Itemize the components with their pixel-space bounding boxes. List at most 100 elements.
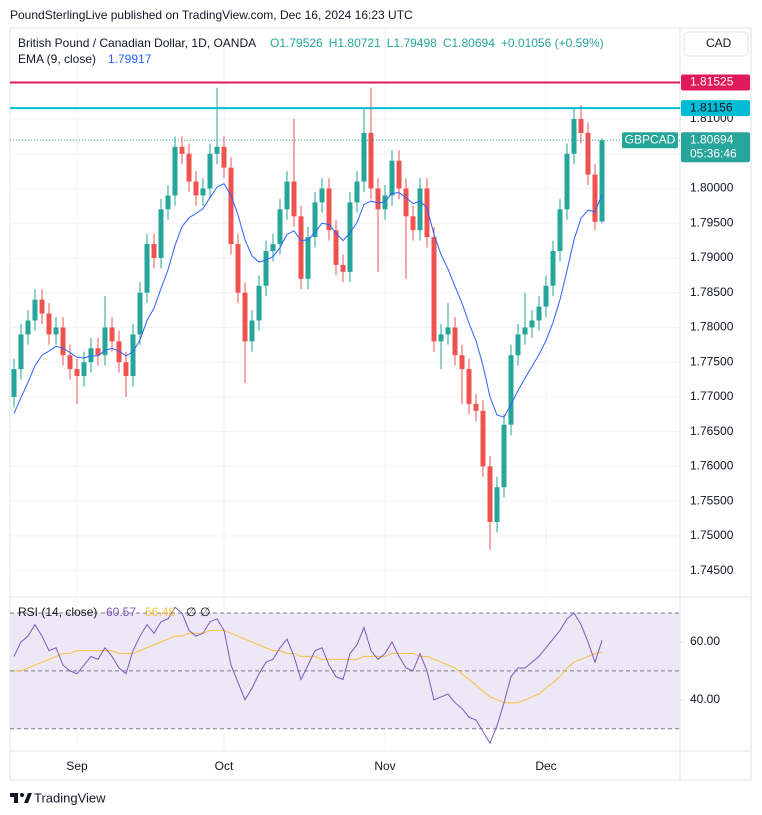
candle-body [18,334,24,370]
candle-body [333,230,339,265]
candle-body [242,292,248,342]
ohlc-value: L1.79498 [387,36,437,50]
candle-body [571,119,577,154]
candle-body [88,348,94,363]
candle-body [403,188,409,217]
price-label: 1.81156 [690,100,733,114]
ema-legend: EMA (9, close) [18,52,96,66]
x-tick-label: Sep [66,759,88,773]
candle-body [389,160,395,196]
candle-body [46,313,52,335]
ohlc-value: O1.79526 [270,36,323,50]
candle-body [396,160,402,189]
candle-body [550,251,556,286]
y-tick-label: 1.77500 [690,354,734,368]
candle-body [592,174,598,222]
candle-body [158,209,164,258]
marks: Sep Oct Nov Dec 1.74500 1.75000 1.75500 1.76000… [10,28,750,773]
candle-body [39,299,45,314]
y-tick-label: 1.78500 [690,285,734,299]
candle-body [536,306,542,321]
candle-body [186,153,192,182]
ohlc-value: H1.80721 [329,36,381,50]
currency[interactable]: CAD [706,36,732,50]
y-tick-label: 1.79000 [690,250,734,264]
candle-body [319,188,325,203]
rsi-value: 60.57 [106,605,136,619]
ema-value: 1.79917 [108,52,152,66]
candle-body [347,202,353,272]
countdown: 05:36:46 [690,146,737,160]
candle-body [172,146,178,196]
symbol-tag: GBPCAD [625,132,676,146]
candle-body [452,327,458,356]
candle-body [529,320,535,328]
y-tick-label: 1.75000 [690,528,734,542]
candle-body [221,146,227,168]
candle-body [305,237,311,279]
candle-body [361,132,367,182]
candle-body [102,327,108,356]
candle-body [123,362,129,377]
candle-body [263,251,269,286]
rsi-line [13,606,603,745]
candle-body [501,424,507,488]
candle-body [270,244,276,252]
y-tick-label: 1.78000 [690,320,734,334]
rsi-ma-value: 56.48 [145,605,175,619]
candle-body [564,153,570,210]
symbol-tag-box [622,132,678,149]
last-price-box [681,132,750,163]
candle-body [445,327,451,335]
change: +0.01056 (+0.59%) [501,36,604,50]
candle-body [179,146,185,154]
candle-body [417,188,423,231]
candle-body [368,132,374,189]
candle-body [214,146,220,154]
legend-extra: ∅ [200,605,210,619]
y-tick-label: 1.76000 [690,459,734,473]
candle-body [109,327,115,342]
candle-body [81,362,87,377]
price-label-box [681,100,750,117]
candle-body [354,181,360,203]
y-tick-label: 1.76500 [690,424,734,438]
candle-body [256,285,262,321]
candle-body [459,355,465,370]
brand-logo [10,793,32,803]
candle-body [326,188,332,231]
candle-body [165,195,171,210]
candle-body [438,334,444,342]
candle-body [515,334,521,356]
candle-body [298,216,304,279]
ema-line [13,182,603,418]
candle-body [487,466,493,522]
candle-body [480,410,486,467]
candle-body [151,244,157,258]
y-tick-label: 40.00 [690,692,720,706]
candle-body [284,181,290,210]
chart-frame [9,27,752,781]
x-tick-label: Nov [374,759,395,773]
candle-body [235,244,241,293]
x-tick-label: Oct [215,759,234,773]
candle-body [431,237,437,342]
candle-body [74,369,80,377]
currency-button[interactable] [683,31,749,57]
price-label: 1.81525 [690,75,734,89]
y-tick-label: 1.75500 [690,493,734,507]
brand: TradingView [34,790,106,805]
y-tick-label: 1.79500 [690,215,734,229]
candle-body [116,341,122,363]
last-price: 1.80694 [690,132,734,146]
candle-body [578,119,584,133]
candle-body [410,216,416,231]
ohlc-value: C1.80694 [443,36,495,50]
candle-body [599,140,605,222]
candle-body [249,320,255,342]
publisher: PoundSterlingLive published on TradingVi… [10,8,413,22]
y-tick-label: 1.80000 [690,181,734,195]
y-tick-label: 1.74500 [690,563,734,577]
candle-body [382,195,388,210]
